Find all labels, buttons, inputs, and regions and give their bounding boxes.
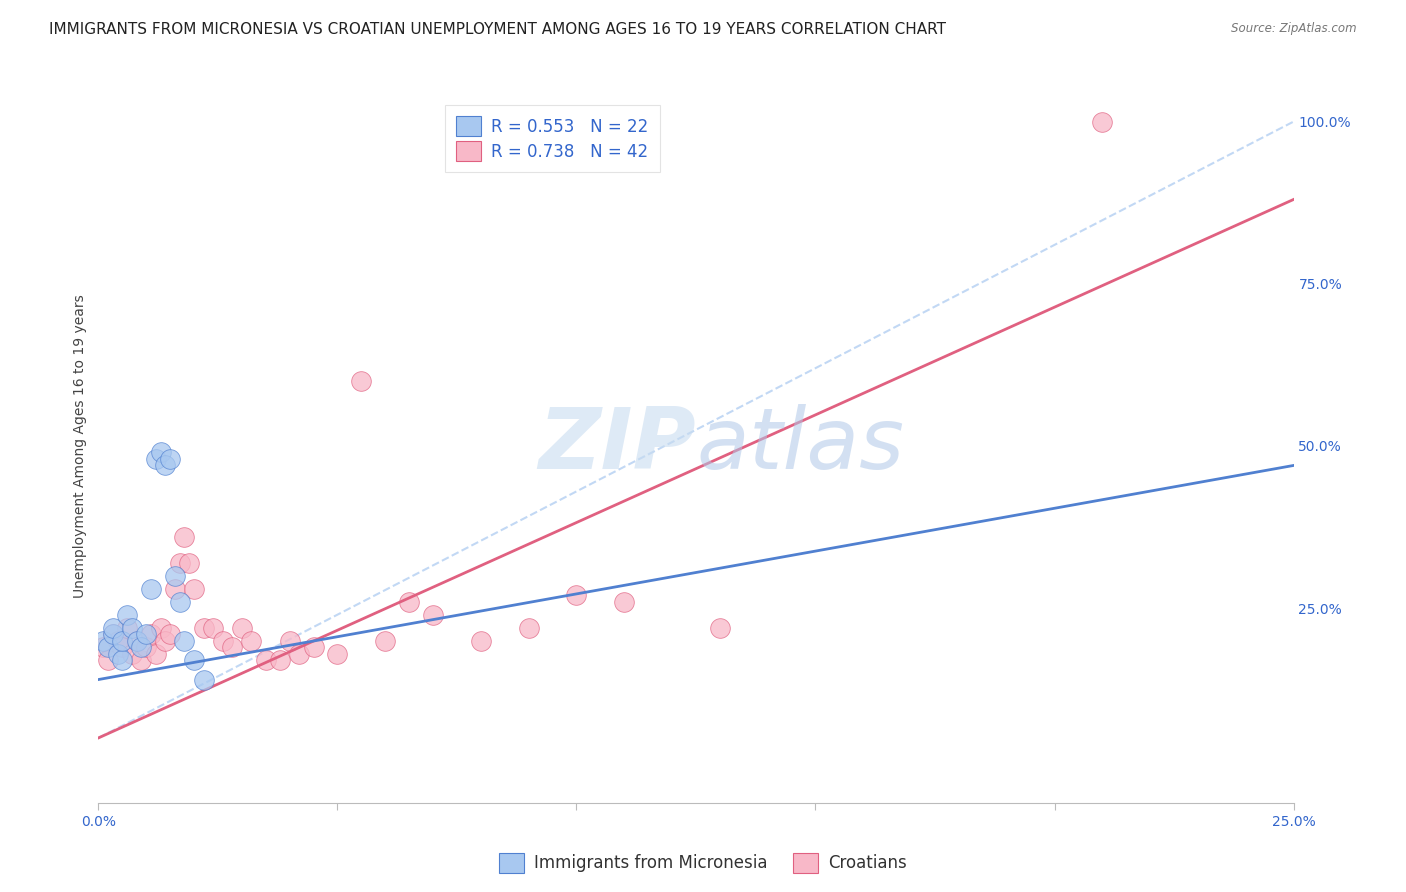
Point: [565, 588, 588, 602]
Point: [240, 633, 263, 648]
Point: [111, 633, 134, 648]
Point: [163, 582, 186, 596]
Point: [139, 627, 162, 641]
Point: [135, 640, 157, 654]
Point: [470, 633, 492, 648]
Point: [149, 621, 172, 635]
Point: [145, 647, 167, 661]
Point: [111, 653, 134, 667]
Point: [169, 556, 191, 570]
Point: [1091, 114, 1114, 128]
Point: [101, 627, 124, 641]
Point: [111, 640, 134, 654]
Point: [398, 595, 420, 609]
Point: [97, 640, 120, 654]
Legend: Immigrants from Micronesia, Croatians: Immigrants from Micronesia, Croatians: [492, 847, 914, 880]
Point: [183, 582, 205, 596]
Text: IMMIGRANTS FROM MICRONESIA VS CROATIAN UNEMPLOYMENT AMONG AGES 16 TO 19 YEARS CO: IMMIGRANTS FROM MICRONESIA VS CROATIAN U…: [49, 22, 946, 37]
Point: [135, 627, 157, 641]
Point: [221, 640, 243, 654]
Point: [231, 621, 253, 635]
Point: [159, 452, 181, 467]
Point: [159, 627, 181, 641]
Point: [517, 621, 540, 635]
Point: [179, 556, 201, 570]
Text: ZIP: ZIP: [538, 404, 696, 488]
Point: [202, 621, 225, 635]
Point: [374, 633, 396, 648]
Point: [149, 445, 172, 459]
Point: [169, 595, 191, 609]
Point: [163, 568, 186, 582]
Y-axis label: Unemployment Among Ages 16 to 19 years: Unemployment Among Ages 16 to 19 years: [73, 294, 87, 598]
Point: [121, 647, 143, 661]
Point: [155, 458, 177, 473]
Text: atlas: atlas: [696, 404, 904, 488]
Point: [269, 653, 291, 667]
Point: [254, 653, 277, 667]
Point: [97, 653, 120, 667]
Point: [145, 452, 167, 467]
Point: [107, 647, 129, 661]
Point: [211, 633, 233, 648]
Point: [709, 621, 731, 635]
Point: [131, 640, 153, 654]
Point: [193, 673, 215, 687]
Point: [288, 647, 311, 661]
Point: [193, 621, 215, 635]
Point: [115, 621, 138, 635]
Point: [155, 633, 177, 648]
Legend: R = 0.553   N = 22, R = 0.738   N = 42: R = 0.553 N = 22, R = 0.738 N = 42: [444, 104, 661, 172]
Text: Source: ZipAtlas.com: Source: ZipAtlas.com: [1232, 22, 1357, 36]
Point: [326, 647, 349, 661]
Point: [101, 627, 124, 641]
Point: [278, 633, 301, 648]
Point: [302, 640, 325, 654]
Point: [91, 640, 114, 654]
Point: [131, 653, 153, 667]
Point: [125, 633, 148, 648]
Point: [613, 595, 636, 609]
Point: [173, 633, 195, 648]
Point: [121, 621, 143, 635]
Point: [101, 621, 124, 635]
Point: [91, 633, 114, 648]
Point: [422, 607, 444, 622]
Point: [115, 607, 138, 622]
Point: [173, 530, 195, 544]
Point: [107, 633, 129, 648]
Point: [125, 633, 148, 648]
Point: [139, 582, 162, 596]
Point: [183, 653, 205, 667]
Point: [350, 374, 373, 388]
